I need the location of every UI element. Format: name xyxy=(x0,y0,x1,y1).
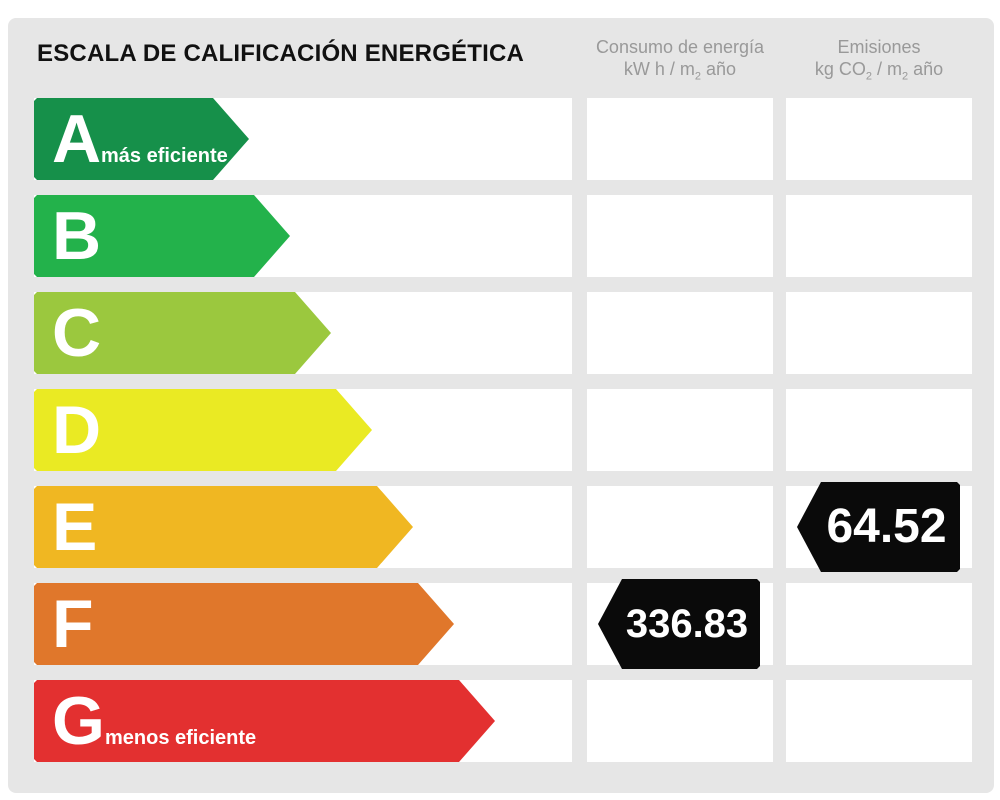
rating-arrow-fill-d xyxy=(34,389,372,471)
rating-letter-f: F xyxy=(52,586,94,662)
consumption-cell-g xyxy=(587,680,773,762)
emissions-cell-b xyxy=(786,195,972,277)
consumption-badge-fill xyxy=(598,579,760,669)
emissions-cell-d xyxy=(786,389,972,471)
rating-arrow-shape-g xyxy=(34,680,495,762)
rating-arrow-f: F xyxy=(34,583,454,665)
rating-arrow-b: B xyxy=(34,195,290,277)
consumption-badge-shape xyxy=(598,579,760,669)
rating-letter-g: G xyxy=(52,683,105,759)
rating-arrow-fill-c xyxy=(34,292,331,374)
consumption-value: 336.83 xyxy=(625,602,749,646)
emissions-badge-fill xyxy=(797,482,960,572)
emissions-column-header: Emisiones kg CO2 / m2 año xyxy=(786,36,972,88)
rating-letter-b: B xyxy=(52,198,102,274)
rating-arrow-c: C xyxy=(34,292,331,374)
rating-arrow-shape-d xyxy=(34,389,372,471)
rating-letter-a: A xyxy=(52,101,102,177)
rating-arrow-e: E xyxy=(34,486,413,568)
rating-letter-c: C xyxy=(52,295,102,371)
consumption-cell-a xyxy=(587,98,773,180)
rating-arrow-fill-a xyxy=(34,98,249,180)
rating-arrow-fill-f xyxy=(34,583,454,665)
emissions-cell-g xyxy=(786,680,972,762)
emissions-value-badge: 64.52 xyxy=(797,482,960,572)
rating-arrow-shape-c xyxy=(34,292,331,374)
consumption-cell-e xyxy=(587,486,773,568)
consumption-cell-b xyxy=(587,195,773,277)
rating-letter-e: E xyxy=(52,489,98,565)
rating-arrow-fill-e xyxy=(34,486,413,568)
consumption-cell-d xyxy=(587,389,773,471)
rating-arrow-fill-g xyxy=(34,680,495,762)
emissions-header-label: Emisiones xyxy=(837,37,921,57)
rating-arrow-d: D xyxy=(34,389,372,471)
rating-arrow-fill-b xyxy=(34,195,290,277)
emissions-cell-f xyxy=(786,583,972,665)
emissions-cell-c xyxy=(786,292,972,374)
consumption-column-header: Consumo de energía kW h / m2 año xyxy=(587,36,773,88)
consumption-header-unit: kW h / m2 año xyxy=(623,59,737,83)
emissions-cell-a xyxy=(786,98,972,180)
rating-arrow-shape-f xyxy=(34,583,454,665)
rating-arrow-shape-e xyxy=(34,486,413,568)
consumption-value-badge: 336.83 xyxy=(598,579,760,669)
rating-arrow-shape-a xyxy=(34,98,249,180)
rating-sublabel-a: más eficiente xyxy=(101,145,228,167)
rating-sublabel-g: menos eficiente xyxy=(105,727,257,749)
emissions-badge-shape xyxy=(797,482,960,572)
emissions-value: 64.52 xyxy=(826,500,947,553)
consumption-cell-c xyxy=(587,292,773,374)
scale-title: ESCALA DE CALIFICACIÓN ENERGÉTICA xyxy=(37,40,525,67)
rating-arrow-shape-b xyxy=(34,195,290,277)
consumption-header-label: Consumo de energía xyxy=(595,37,765,57)
rating-letter-d: D xyxy=(52,392,102,468)
emissions-header-unit: kg CO2 / m2 año xyxy=(814,59,944,83)
